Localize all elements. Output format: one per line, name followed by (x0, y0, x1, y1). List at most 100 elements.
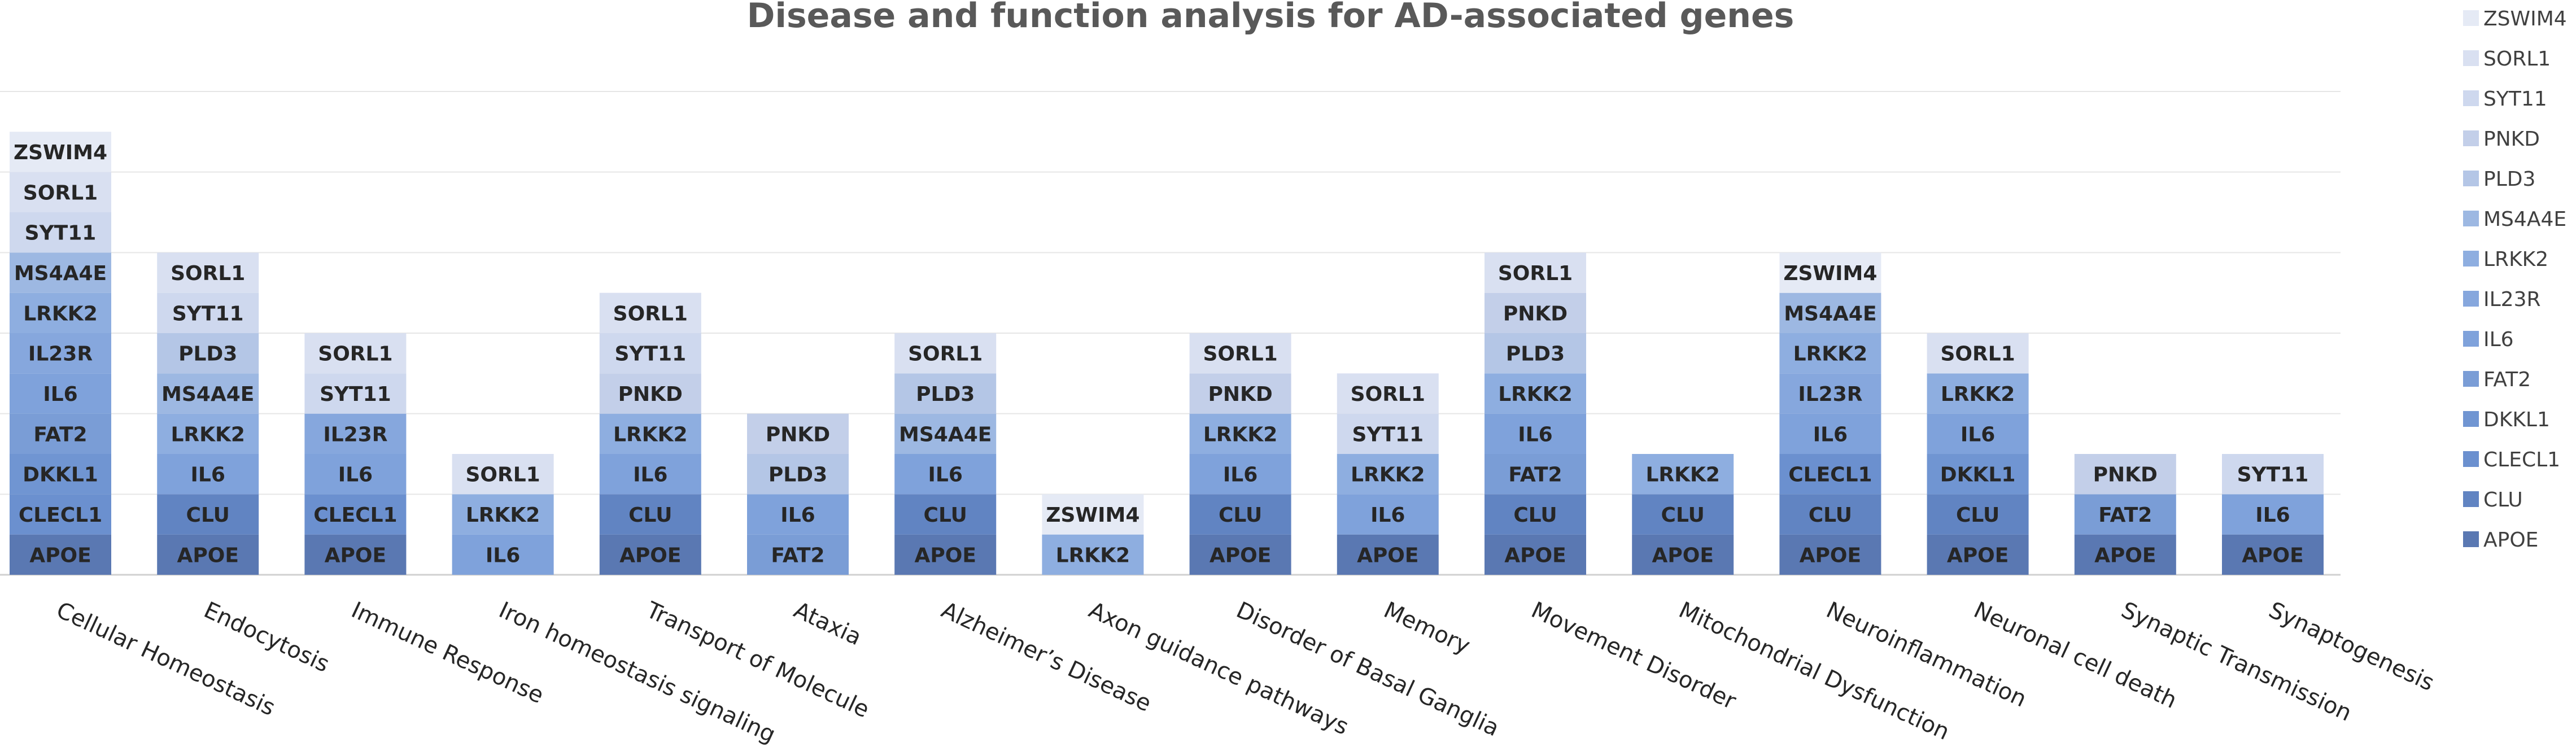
bar-segment (1927, 454, 2029, 495)
segment-label: MS4A4E (161, 383, 254, 406)
segment-label: ZSWIM4 (1046, 504, 1139, 527)
legend-item: MS4A4E (2463, 208, 2566, 231)
bar-segment (894, 413, 997, 454)
bar-segment (599, 292, 701, 333)
segment-label: IL6 (1223, 464, 1258, 487)
category-label: Axon guidance pathways (1085, 597, 1352, 740)
category-label: Iron homeostasis signaling (495, 597, 779, 747)
segment-label: SORL1 (908, 343, 983, 366)
legend-item: APOE (2463, 528, 2538, 552)
segment-label: IL23R (1798, 383, 1862, 406)
bar-segment (1927, 413, 2029, 454)
segment-label: FAT2 (33, 423, 87, 446)
bar-segment (1632, 454, 1734, 495)
bar-endocytosis: APOE CLU IL6 LRKK2 MS4A4E PLD3 SYT11 SORL1 (157, 252, 259, 575)
segment-label: IL6 (1961, 423, 1995, 446)
segment-label: SORL1 (1498, 262, 1573, 285)
legend-swatch (2463, 411, 2479, 427)
segment-label: LRKK2 (171, 423, 245, 446)
bar-segment (1632, 534, 1734, 575)
bar-transport-of-molecule: APOE CLU IL6 LRKK2 PNKD SYT11 SORL1 (599, 292, 701, 575)
segment-label: APOE (2242, 544, 2303, 567)
bar-segment (452, 494, 554, 535)
legend-swatch (2463, 211, 2479, 226)
segment-label: DKKL1 (1940, 464, 2016, 487)
segment-label: LRKK2 (1056, 544, 1130, 567)
bar-segment (1779, 252, 1881, 293)
segment-label: APOE (1947, 544, 2009, 567)
category-label: Mitochondrial Dysfunction (1675, 597, 1953, 745)
bar-segment (1927, 373, 2029, 414)
segment-label: CLU (1956, 504, 1999, 527)
legend-item: SORL1 (2463, 47, 2551, 71)
legend-swatch (2463, 371, 2479, 387)
segment-label: CLU (1809, 504, 1852, 527)
bar-movement-disorder: APOE CLU FAT2 IL6 LRKK2 PLD3 PNKD SORL1 (1485, 252, 1586, 575)
segment-label: IL6 (1813, 423, 1848, 446)
bar-segment (1337, 373, 1439, 414)
segment-label: CLU (1661, 504, 1705, 527)
segment-label: CLU (1513, 504, 1557, 527)
bar-segment (1189, 413, 1291, 454)
bar-iron-homeostasis-signaling: IL6 LRKK2 SORL1 (452, 454, 554, 575)
segment-label: PNKD (1503, 302, 1568, 325)
segment-label: MS4A4E (1784, 302, 1876, 325)
bar-segment (1485, 252, 1586, 293)
segment-label: APOE (177, 544, 238, 567)
category-label: Synaptic Transmission (2117, 597, 2356, 726)
bar-segment (10, 373, 111, 414)
segment-label: IL6 (780, 504, 815, 527)
bar-segment (747, 413, 849, 454)
legend-swatch (2463, 130, 2479, 146)
bar-segment (157, 252, 259, 293)
segment-label: LRKK2 (613, 423, 688, 446)
segment-label: PLD3 (916, 383, 975, 406)
segment-label: MS4A4E (899, 423, 992, 446)
legend-label: DKKL1 (2483, 408, 2550, 431)
bar-segment (157, 413, 259, 454)
segment-label: SYT11 (614, 343, 686, 366)
segment-label: DKKL1 (23, 464, 98, 487)
bar-segment (894, 333, 997, 374)
bar-cellular-homeostasis: APOE CLECL1 DKKL1 FAT2 IL6 IL23R LRKK2 MS4A4E SY… (10, 132, 111, 575)
legend-swatch (2463, 331, 2479, 347)
bar-segment (1779, 292, 1881, 333)
segment-label: FAT2 (771, 544, 824, 567)
segment-label: APOE (29, 544, 91, 567)
bar-synaptic-transmission: APOE FAT2 PNKD (2074, 454, 2176, 575)
bar-segment (1337, 454, 1439, 495)
legend-swatch (2463, 90, 2479, 106)
legend-swatch (2463, 251, 2479, 267)
bar-segment (10, 212, 111, 253)
legend-item: DKKL1 (2463, 408, 2550, 431)
bar-segment (2222, 494, 2324, 535)
bar-segment (304, 413, 407, 454)
segment-label: LRKK2 (466, 504, 540, 527)
bar-segment (599, 373, 701, 414)
bar-segment (304, 534, 407, 575)
bar-segment (599, 413, 701, 454)
bar-segment (747, 454, 849, 495)
segment-label: PLD3 (178, 343, 237, 366)
legend-item: PNKD (2463, 128, 2540, 151)
bar-segment (304, 454, 407, 495)
bar-segment (1042, 494, 1144, 535)
segment-label: IL6 (928, 464, 963, 487)
bar-segment (2222, 454, 2324, 495)
category-label: Ataxia (790, 597, 866, 650)
bar-segment (1042, 534, 1144, 575)
segment-label: PNKD (618, 383, 683, 406)
legend-label: IL23R (2483, 288, 2541, 311)
segment-label: SORL1 (1203, 343, 1277, 366)
segment-label: SORL1 (465, 464, 540, 487)
segment-label: CLECL1 (1788, 464, 1872, 487)
legend-swatch (2463, 171, 2479, 186)
legend-label: SYT11 (2483, 88, 2547, 111)
legend-label: ZSWIM4 (2483, 7, 2567, 30)
segment-label: SORL1 (23, 181, 98, 204)
segment-label: SYT11 (1352, 423, 1424, 446)
category-label: Memory (1380, 597, 1474, 659)
legend-label: FAT2 (2483, 368, 2531, 391)
bar-segment (1485, 494, 1586, 535)
